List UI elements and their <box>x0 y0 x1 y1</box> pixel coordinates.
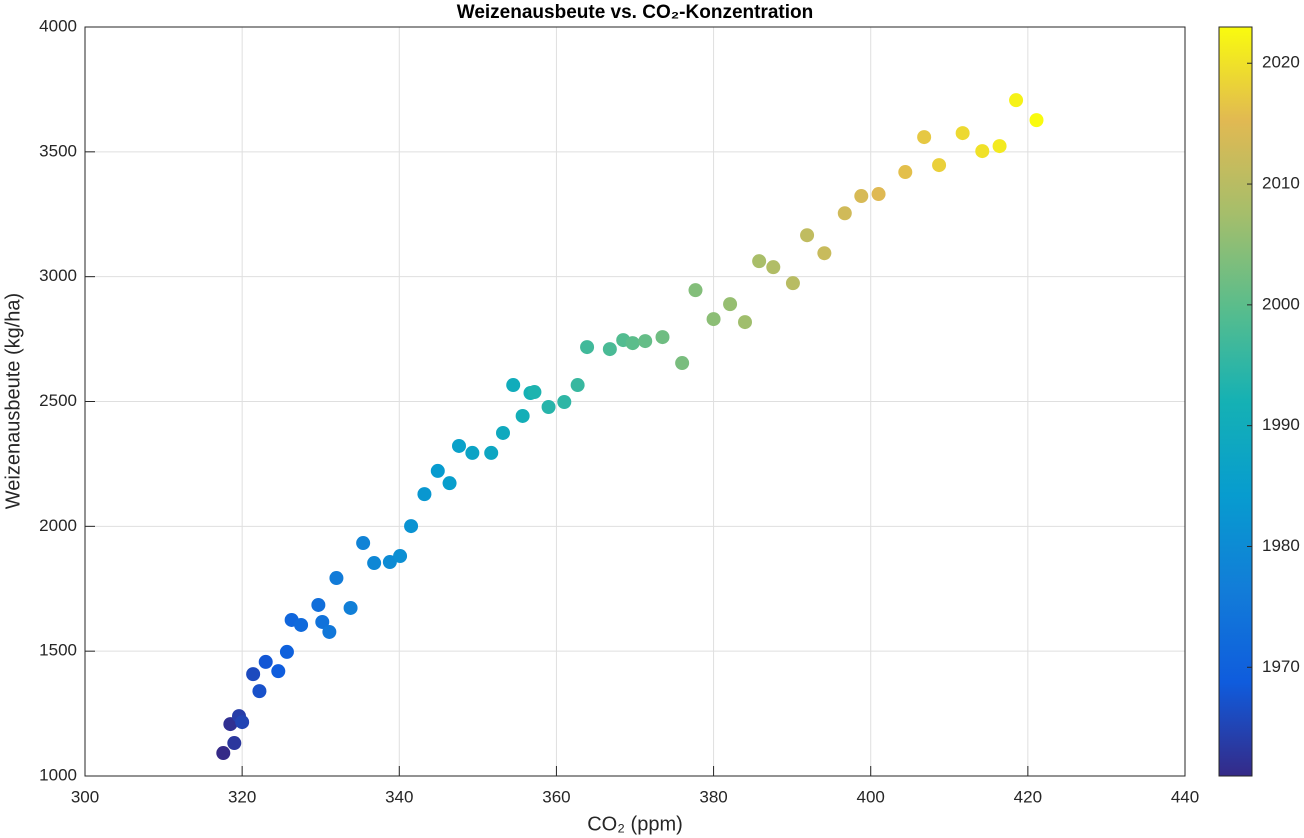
scatter-point <box>955 126 970 141</box>
y-tick-label: 2500 <box>39 391 77 410</box>
scatter-point <box>329 571 344 586</box>
scatter-point <box>382 555 397 570</box>
scatter-point <box>258 654 273 669</box>
scatter-point <box>638 334 653 349</box>
scatter-point <box>271 664 286 679</box>
scatter-point <box>602 342 617 357</box>
scatter-point <box>817 246 832 261</box>
x-tick-label: 360 <box>542 787 570 806</box>
scatter-point <box>322 624 337 639</box>
scatter-point <box>515 408 530 423</box>
scatter-point <box>932 158 947 173</box>
scatter-point <box>898 165 913 180</box>
scatter-point <box>723 297 738 312</box>
colorbar <box>1218 26 1253 777</box>
x-tick-label: 340 <box>385 787 413 806</box>
scatter-point <box>404 519 419 534</box>
scatter-point <box>752 254 767 269</box>
scatter-point <box>452 438 466 453</box>
scatter-point <box>227 736 242 751</box>
scatter-point <box>625 336 640 351</box>
x-tick-label: 440 <box>1171 787 1199 806</box>
colorbar-tick-label: 2010 <box>1262 174 1300 193</box>
scatter-point <box>541 399 556 414</box>
y-tick-label: 4000 <box>39 16 77 35</box>
scatter-point <box>655 330 670 345</box>
scatter-point <box>417 487 432 502</box>
scatter-point <box>393 549 408 564</box>
scatter-point <box>854 189 869 204</box>
y-tick-label: 1500 <box>39 641 77 660</box>
x-tick-label: 300 <box>71 787 99 806</box>
x-axis-label: CO₂ (ppm) <box>587 813 683 835</box>
colorbar-tick-label: 2000 <box>1262 294 1300 313</box>
scatter-point <box>992 139 1007 154</box>
scatter-point <box>367 556 382 571</box>
y-tick-label: 3500 <box>39 141 77 160</box>
scatter-point <box>235 715 250 730</box>
scatter-point <box>484 445 499 460</box>
scatter-point <box>675 356 690 371</box>
x-tick-label: 320 <box>228 787 256 806</box>
scatter-point <box>465 445 480 460</box>
scatter-point <box>706 312 721 327</box>
y-axis-label: Weizenausbeute (kg/ha) <box>2 293 24 509</box>
scatter-point <box>1009 93 1024 108</box>
scatter-point <box>580 340 595 355</box>
colorbar-tick-label: 2020 <box>1262 53 1300 72</box>
scatter-point <box>343 600 358 615</box>
scatter-point <box>570 378 585 393</box>
scatter-point <box>496 425 510 440</box>
scatter-point <box>430 463 445 478</box>
y-tick-label: 2000 <box>39 516 77 535</box>
scatter-point <box>216 746 231 761</box>
scatter-point <box>294 617 309 632</box>
scatter-point <box>356 536 371 551</box>
scatter-point <box>557 394 572 409</box>
x-tick-label: 400 <box>857 787 885 806</box>
scatter-point <box>917 130 932 145</box>
chart-title: Weizenausbeute vs. CO₂-Konzentration <box>457 2 813 23</box>
scatter-point <box>246 667 261 682</box>
x-tick-label: 380 <box>699 787 727 806</box>
x-tick-label: 420 <box>1014 787 1042 806</box>
scatter-point <box>506 378 521 393</box>
axes-box <box>84 26 1186 777</box>
scatter-point <box>311 597 326 612</box>
scatter-point <box>837 206 852 221</box>
scatter-point <box>442 476 457 491</box>
colorbar-tick-label: 1990 <box>1262 415 1300 434</box>
scatter-point <box>252 684 267 699</box>
scatter-point <box>785 276 800 291</box>
scatter-point <box>766 260 781 275</box>
scatter-point <box>871 187 886 202</box>
scatter-point <box>688 283 703 298</box>
scatter-point <box>315 614 330 629</box>
colorbar-tick-label: 1980 <box>1262 536 1300 555</box>
y-tick-label: 3000 <box>39 266 77 285</box>
scatter-point <box>279 644 294 659</box>
scatter-point <box>738 315 752 330</box>
scatter-point <box>800 228 815 243</box>
scatter-point <box>975 144 990 159</box>
scatter-point <box>1029 113 1044 128</box>
colorbar-tick-label: 1970 <box>1262 657 1300 676</box>
y-tick-label: 1000 <box>39 765 77 784</box>
scatter-point <box>527 385 542 400</box>
